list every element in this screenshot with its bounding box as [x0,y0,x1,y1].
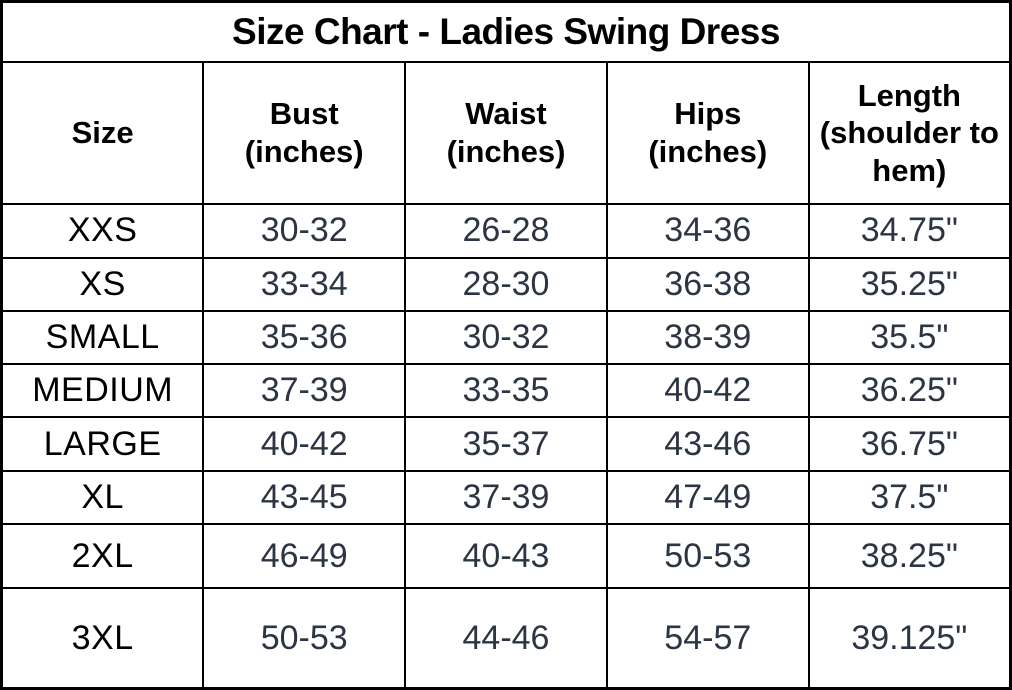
column-header-bust: Bust (inches) [202,61,407,206]
header-line2: (inches) [648,134,768,170]
size-label: 2XL [0,523,205,590]
bust-value: 43-45 [202,469,407,526]
chart-title: Size Chart - Ladies Swing Dress [0,0,1012,64]
size-label: LARGE [0,416,205,472]
header-line1: Length [857,77,961,113]
hips-value: 54-57 [605,587,810,690]
bust-value: 33-34 [202,256,407,312]
size-label: SMALL [0,309,205,366]
length-value: 38.25" [807,523,1012,590]
header-line1: Waist [465,96,547,132]
size-label: XL [0,469,205,526]
waist-value: 30-32 [404,309,608,366]
size-label: MEDIUM [0,363,205,419]
waist-value: 44-46 [404,587,608,690]
length-value: 34.75" [807,203,1012,259]
size-label: XS [0,256,205,312]
header-line2: (inches) [244,134,364,170]
hips-value: 38-39 [605,309,810,366]
table-row-xl: XL 43-45 37-39 47-49 37.5" [0,469,1012,526]
bust-value: 50-53 [202,587,407,690]
table-row-3xl: 3XL 50-53 44-46 54-57 39.125" [0,587,1012,690]
header-line2: (inches) [446,134,566,170]
bust-value: 30-32 [202,203,407,259]
bust-value: 37-39 [202,363,407,419]
header-row: Size Bust (inches) Waist (inches) Hips (… [0,61,1012,206]
table-row-2xl: 2XL 46-49 40-43 50-53 38.25" [0,523,1012,590]
length-value: 36.25" [807,363,1012,419]
column-header-waist: Waist (inches) [404,61,608,206]
bust-value: 40-42 [202,416,407,472]
header-line1: Hips [674,96,742,132]
size-label: 3XL [0,587,205,690]
table-row-xs: XS 33-34 28-30 36-38 35.25" [0,256,1012,312]
waist-value: 26-28 [404,203,608,259]
header-line1: Size [71,115,134,151]
header-line2: (shoulder to hem) [819,115,999,189]
hips-value: 40-42 [605,363,810,419]
waist-value: 40-43 [404,523,608,590]
title-row: Size Chart - Ladies Swing Dress [0,0,1012,64]
column-header-hips: Hips (inches) [605,61,810,206]
waist-value: 33-35 [404,363,608,419]
hips-value: 47-49 [605,469,810,526]
waist-value: 28-30 [404,256,608,312]
column-header-length: Length (shoulder to hem) [807,61,1012,206]
length-value: 36.75" [807,416,1012,472]
header-line1: Bust [269,96,339,132]
length-value: 35.5" [807,309,1012,366]
hips-value: 34-36 [605,203,810,259]
table-row-small: SMALL 35-36 30-32 38-39 35.5" [0,309,1012,366]
table-row-large: LARGE 40-42 35-37 43-46 36.75" [0,416,1012,472]
column-header-size: Size [0,61,205,206]
length-value: 37.5" [807,469,1012,526]
bust-value: 35-36 [202,309,407,366]
hips-value: 50-53 [605,523,810,590]
waist-value: 37-39 [404,469,608,526]
bust-value: 46-49 [202,523,407,590]
table-row-xxs: XXS 30-32 26-28 34-36 34.75" [0,203,1012,259]
length-value: 35.25" [807,256,1012,312]
waist-value: 35-37 [404,416,608,472]
table-row-medium: MEDIUM 37-39 33-35 40-42 36.25" [0,363,1012,419]
hips-value: 43-46 [605,416,810,472]
length-value: 39.125" [807,587,1012,690]
hips-value: 36-38 [605,256,810,312]
size-label: XXS [0,203,205,259]
